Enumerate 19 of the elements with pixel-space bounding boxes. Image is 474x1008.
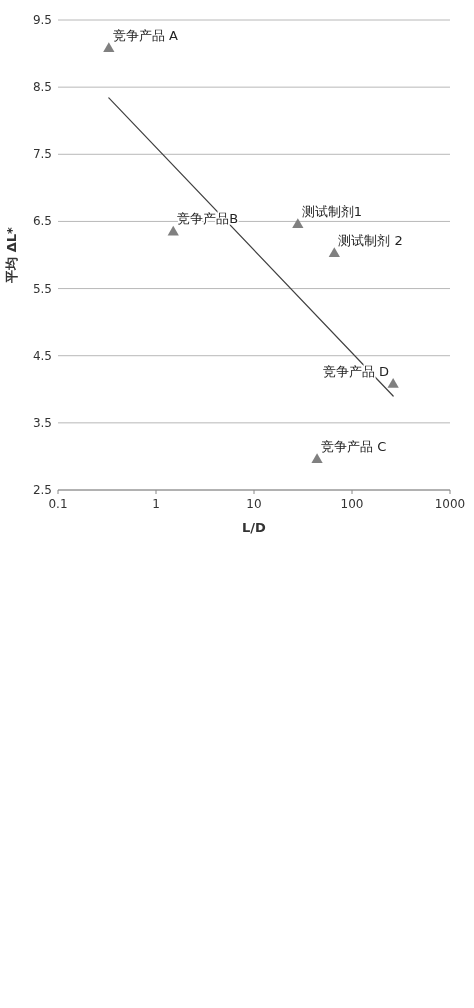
y-tick-label: 4.5 <box>32 348 52 363</box>
y-tick-label: 7.5 <box>32 147 52 162</box>
y-axis-title: 平均 ΔL* <box>4 226 19 284</box>
y-tick-label: 5.5 <box>32 281 52 296</box>
annotation: 测试制剂1 <box>301 203 363 219</box>
annotation: 竞争产品 A <box>112 27 178 43</box>
annotation: 测试制剂 2 <box>338 232 403 248</box>
y-tick-label: 3.5 <box>32 415 52 430</box>
x-axis-title: L/D <box>242 520 267 535</box>
x-tick-label: 1 <box>152 497 160 511</box>
x-tick-label: 10 <box>246 497 262 511</box>
annotation: 竞争产品 C <box>321 438 387 454</box>
x-tick-label: 100 <box>340 497 364 511</box>
y-tick-label: 6.5 <box>32 214 52 229</box>
y-tick-label: 9.5 <box>32 13 52 27</box>
y-tick-label: 8.5 <box>32 80 52 95</box>
x-tick-label: 0.1 <box>48 497 68 511</box>
x-tick-label: 1000 <box>434 497 466 511</box>
y-tick-label: 2.5 <box>32 483 52 497</box>
